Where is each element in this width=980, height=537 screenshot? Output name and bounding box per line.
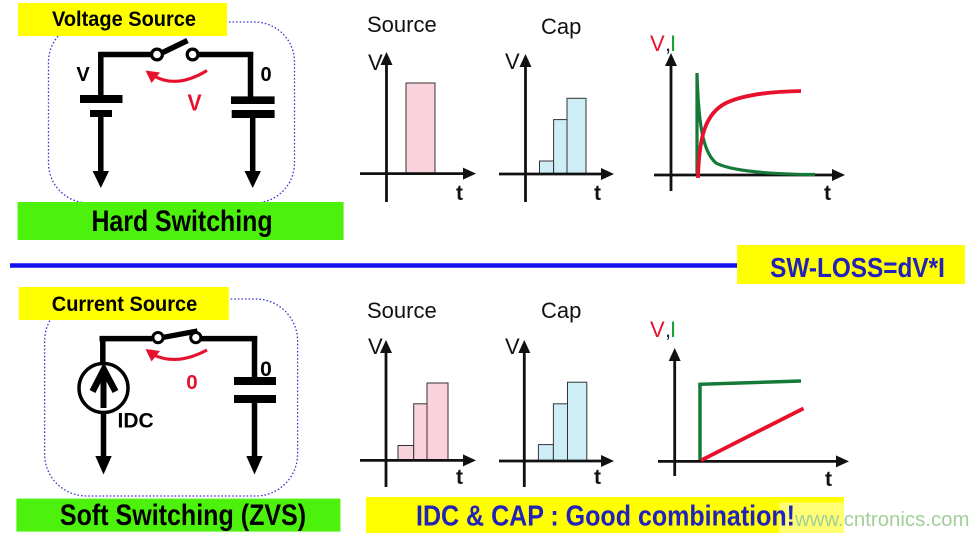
- svg-text:Current Source: Current Source: [52, 292, 197, 316]
- svg-text:0: 0: [260, 64, 271, 86]
- svg-text:Cap: Cap: [541, 298, 581, 323]
- svg-text:,: ,: [665, 317, 671, 342]
- svg-text:t: t: [456, 466, 463, 489]
- svg-text:I: I: [670, 31, 676, 56]
- svg-text:V: V: [505, 334, 520, 359]
- svg-text:t: t: [456, 182, 463, 205]
- svg-text:,: ,: [665, 31, 671, 56]
- svg-text:Voltage Source: Voltage Source: [52, 7, 196, 31]
- svg-text:Soft Switching (ZVS): Soft Switching (ZVS): [60, 498, 306, 532]
- svg-text:IDC & CAP : Good combination!: IDC & CAP : Good combination!: [416, 499, 795, 532]
- svg-text:I: I: [670, 317, 676, 342]
- svg-text:V: V: [650, 31, 665, 56]
- svg-text:SW-LOSS=dV*I: SW-LOSS=dV*I: [770, 251, 945, 283]
- svg-text:Cap: Cap: [541, 14, 581, 39]
- svg-text:t: t: [594, 182, 601, 205]
- svg-text:V: V: [76, 64, 90, 86]
- svg-text:V: V: [650, 317, 665, 342]
- svg-text:www.cntronics.com: www.cntronics.com: [794, 509, 970, 531]
- svg-text:t: t: [824, 182, 831, 205]
- svg-text:Hard Switching: Hard Switching: [91, 204, 272, 238]
- svg-text:t: t: [825, 468, 832, 491]
- svg-text:0: 0: [186, 371, 197, 394]
- svg-text:V: V: [368, 50, 383, 75]
- svg-text:Source: Source: [367, 12, 437, 37]
- svg-text:0: 0: [260, 358, 272, 381]
- svg-text:V: V: [505, 49, 520, 74]
- svg-text:Source: Source: [367, 298, 437, 323]
- svg-text:V: V: [187, 90, 201, 116]
- svg-text:IDC: IDC: [118, 410, 154, 433]
- svg-text:t: t: [594, 466, 601, 489]
- svg-text:V: V: [368, 334, 383, 359]
